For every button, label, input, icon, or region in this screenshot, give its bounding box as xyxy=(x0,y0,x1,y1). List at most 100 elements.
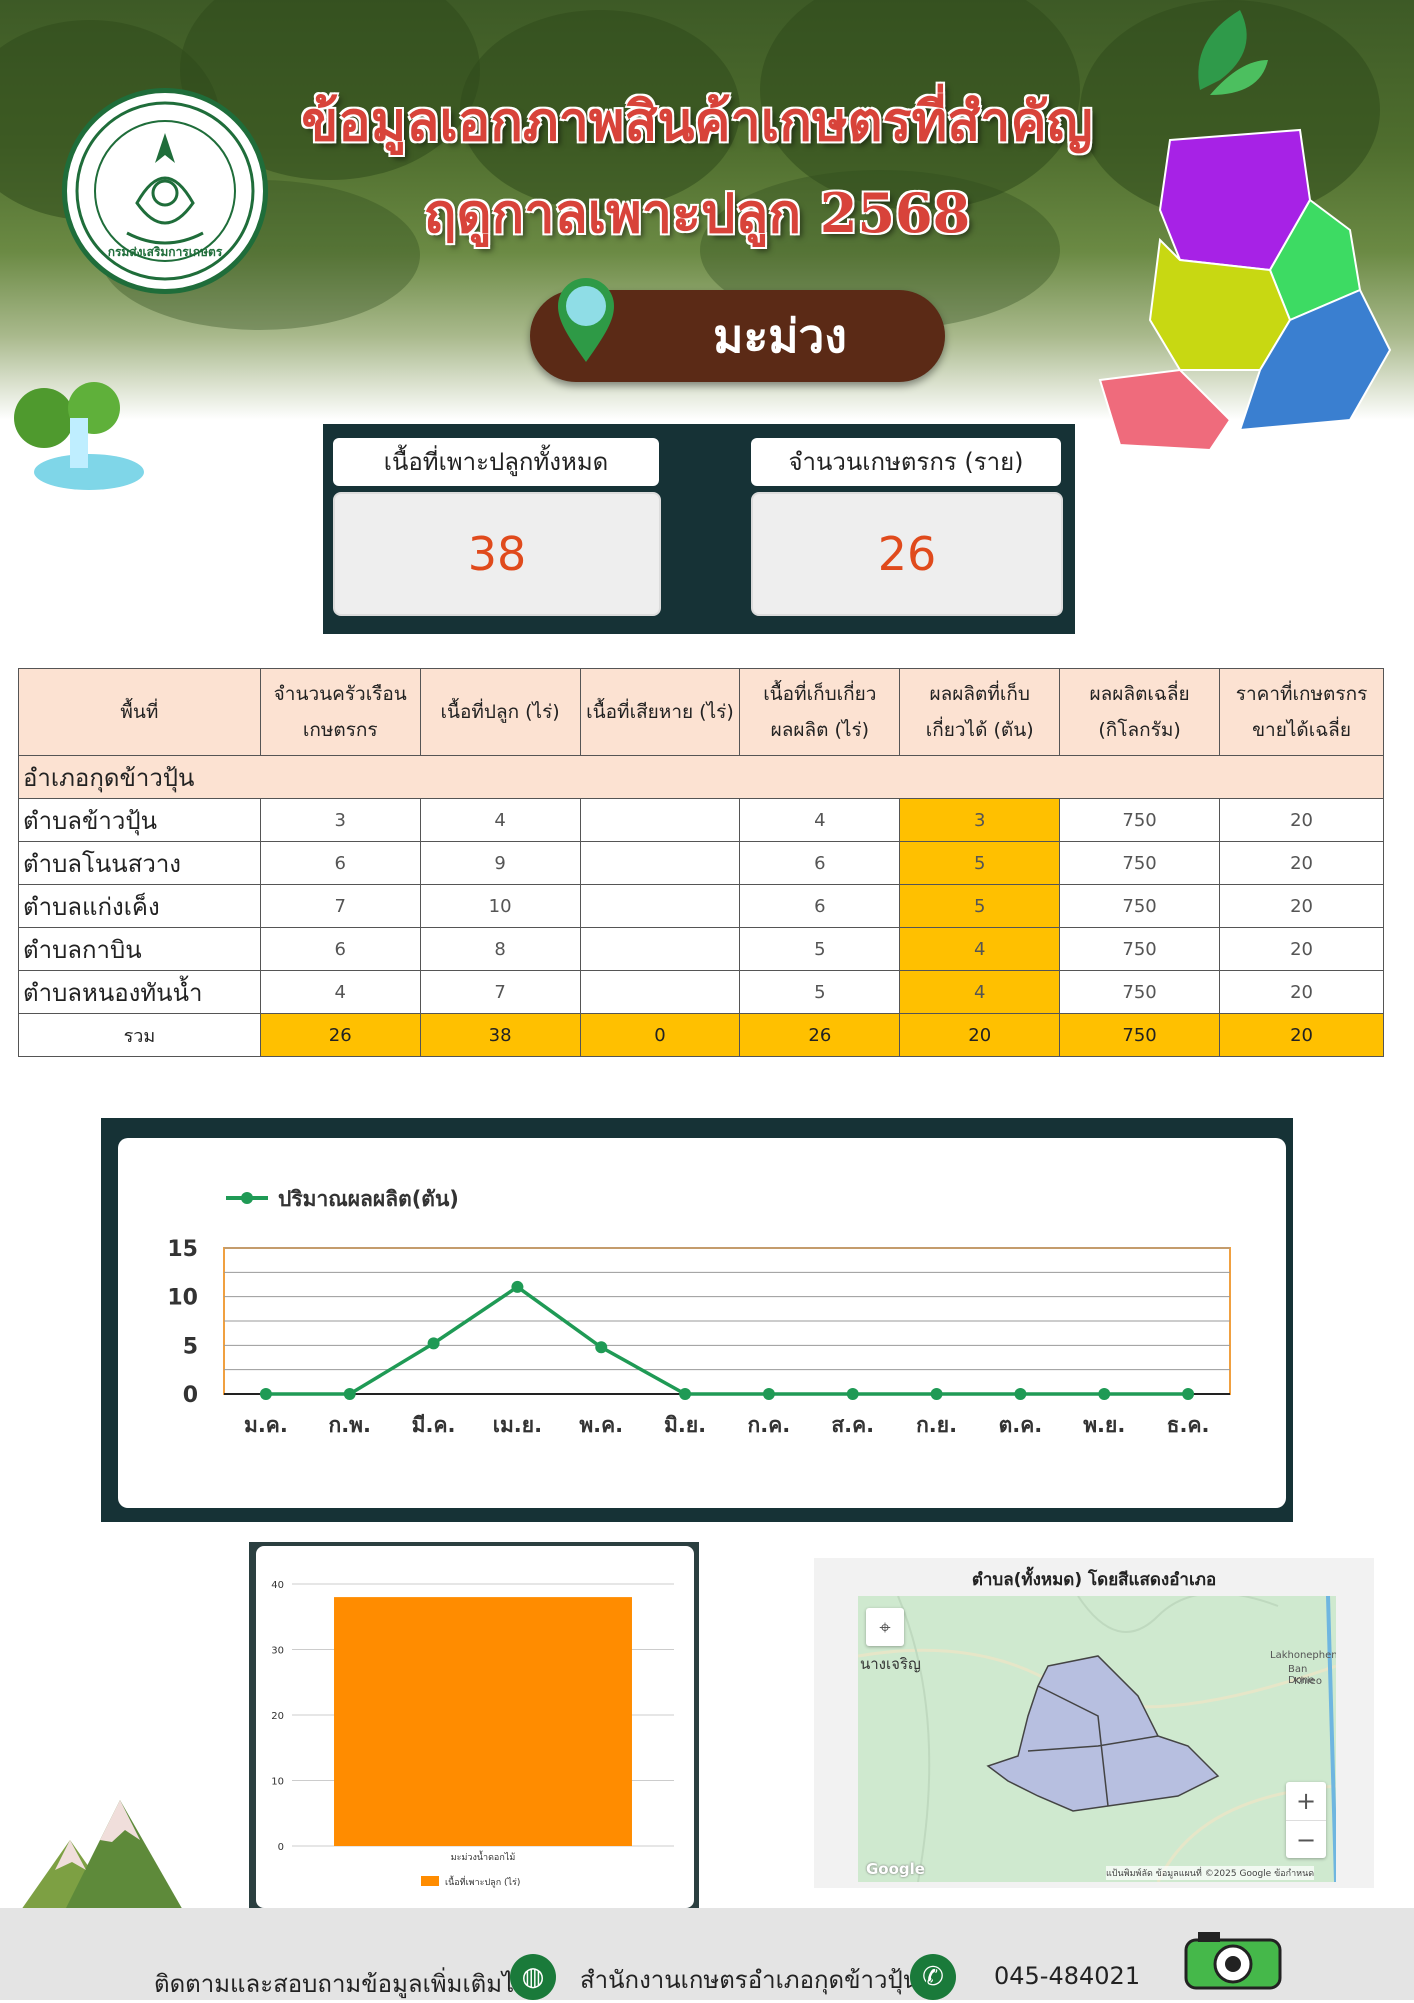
data-point xyxy=(679,1388,692,1400)
data-point xyxy=(511,1280,524,1293)
footer-phone[interactable]: 045-484021 xyxy=(994,1962,1141,1990)
table-row: ตำบลหนองทันน้ำ 4 7 5 4 750 20 xyxy=(18,970,1384,1014)
google-logo: Google xyxy=(866,1860,925,1878)
production-table: พื้นที่ จำนวนครัวเรือน เกษตรกร เนื้อที่ปล… xyxy=(18,668,1384,1057)
map-view[interactable]: ⌖ นางเจริญ Lakhonephen Ban Done Khieo + … xyxy=(858,1596,1336,1882)
cell-yield: 3 xyxy=(899,798,1061,842)
col-area: พื้นที่ xyxy=(18,668,261,756)
cell-yield: 4 xyxy=(899,927,1061,971)
total-label: รวม xyxy=(18,1013,261,1057)
data-point xyxy=(259,1388,272,1400)
cell-harvest-area: 4 xyxy=(739,798,901,842)
cell-price: 20 xyxy=(1219,884,1384,928)
col-households: จำนวนครัวเรือน เกษตรกร xyxy=(259,668,421,756)
data-point xyxy=(1098,1388,1111,1400)
series-line xyxy=(265,1284,1189,1396)
x-tick-label: ต.ค. xyxy=(999,1413,1043,1437)
legend-swatch xyxy=(421,1876,439,1886)
summary-panel: เนื้อที่เพาะปลูกทั้งหมด 38 จำนวนเกษตรกร … xyxy=(323,424,1075,634)
x-tick-label: ส.ค. xyxy=(831,1413,874,1437)
x-tick-label: มะม่วงน้ำดอกไม้ xyxy=(451,1850,516,1863)
table-header-row: พื้นที่ จำนวนครัวเรือน เกษตรกร เนื้อที่ปล… xyxy=(18,668,1384,756)
cell-planted: 7 xyxy=(419,970,581,1014)
footer-bar xyxy=(0,1908,1414,2000)
map-place-label: Ban Done xyxy=(1288,1664,1315,1686)
total-harvest-area: 26 xyxy=(739,1013,901,1057)
cell-damaged xyxy=(579,927,741,971)
total-planted: 38 xyxy=(419,1013,581,1057)
cell-planted: 8 xyxy=(419,927,581,971)
cell-harvest-area: 6 xyxy=(739,841,901,885)
data-point xyxy=(762,1388,775,1400)
cell-yield: 4 xyxy=(899,970,1061,1014)
zoom-out-button[interactable]: − xyxy=(1286,1820,1326,1859)
x-tick-label: มิ.ย. xyxy=(664,1413,706,1437)
cell-avg-yield: 750 xyxy=(1059,970,1221,1014)
total-price: 20 xyxy=(1219,1013,1384,1057)
x-tick-label: พ.ค. xyxy=(579,1413,623,1437)
page-title: ข้อมูลเอกภาพสินค้าเกษตรที่สำคัญ xyxy=(301,89,1093,153)
data-point xyxy=(595,1341,608,1354)
col-harvest-area: เนื้อที่เก็บเกี่ยว ผลผลิต (ไร่) xyxy=(739,668,901,756)
total-households: 26 xyxy=(259,1013,421,1057)
row-name: ตำบลโนนสวาง xyxy=(18,841,261,885)
total-area-value: 38 xyxy=(333,492,661,616)
cell-avg-yield: 750 xyxy=(1059,798,1221,842)
cell-price: 20 xyxy=(1219,798,1384,842)
cell-planted: 9 xyxy=(419,841,581,885)
seal-text: กรมส่งเสริมการเกษตร xyxy=(107,245,223,259)
x-tick-label: ธ.ค. xyxy=(1167,1413,1210,1437)
map-attribution[interactable]: แป้นพิมพ์ลัด ข้อมูลแผนที่ ©2025 Google ข… xyxy=(1106,1866,1315,1880)
zoom-controls: + − xyxy=(1286,1782,1326,1858)
x-tick-label: มี.ค. xyxy=(412,1413,456,1437)
page-subtitle: ฤดูกาลเพาะปลูก 2568 xyxy=(423,181,971,245)
waterfall-decoration-icon xyxy=(14,382,144,490)
cell-avg-yield: 750 xyxy=(1059,927,1221,971)
row-name: ตำบลหนองทันน้ำ xyxy=(18,970,261,1014)
zoom-in-button[interactable]: + xyxy=(1295,1787,1317,1815)
district-name: อำเภอกุดข้าวปุ้น xyxy=(18,755,1384,799)
x-tick-label: ก.พ. xyxy=(328,1413,371,1437)
data-point xyxy=(427,1337,440,1350)
cell-price: 20 xyxy=(1219,841,1384,885)
location-pin-icon xyxy=(558,278,614,362)
col-yield: ผลผลิตที่เก็บ เกี่ยวได้ (ตัน) xyxy=(899,668,1061,756)
cell-planted: 4 xyxy=(419,798,581,842)
cell-price: 20 xyxy=(1219,927,1384,971)
y-tick-label: 20 xyxy=(271,1711,284,1722)
crop-name: มะม่วง xyxy=(713,309,847,363)
farmers-count-label: จำนวนเกษตรกร (ราย) xyxy=(751,438,1061,486)
bar-chart-card: 0 10 20 30 40 มะม่วงน้ำดอกไม้ เนื้อที่เพาะปล… xyxy=(256,1546,694,1908)
cell-harvest-area: 5 xyxy=(739,970,901,1014)
total-damaged: 0 xyxy=(579,1013,741,1057)
x-tick-label: พ.ย. xyxy=(1083,1413,1125,1437)
total-yield: 20 xyxy=(899,1013,1061,1057)
cell-planted: 10 xyxy=(419,884,581,928)
x-tick-label: ม.ค. xyxy=(244,1413,288,1437)
cell-harvest-area: 5 xyxy=(739,927,901,971)
bar-chart-legend: เนื้อที่เพาะปลูก (ไร่) xyxy=(421,1875,520,1888)
y-tick-label: 10 xyxy=(167,1286,198,1311)
camera-icon xyxy=(1184,1932,1282,1990)
footer-office[interactable]: สำนักงานเกษตรอำเภอกุดข้าวปุ้น xyxy=(580,1966,920,1994)
legend-label: ปริมาณผลผลิต(ตัน) xyxy=(278,1187,459,1211)
cell-households: 6 xyxy=(259,927,421,971)
y-tick-label: 0 xyxy=(278,1842,284,1853)
line-chart-legend: ปริมาณผลผลิต(ตัน) xyxy=(226,1187,459,1211)
data-point xyxy=(846,1388,859,1400)
foliage-shape xyxy=(760,0,1080,210)
col-planted: เนื้อที่ปลูก (ไร่) xyxy=(419,668,581,756)
total-area-label: เนื้อที่เพาะปลูกทั้งหมด xyxy=(333,438,659,486)
row-name: ตำบลกาบิน xyxy=(18,927,261,971)
x-tick-label: ก.ย. xyxy=(916,1413,957,1437)
district-map-illustration xyxy=(1098,128,1392,452)
table-row: ตำบลโนนสวาง 6 9 6 5 750 20 xyxy=(18,841,1384,885)
leaf-icon xyxy=(1198,10,1268,95)
locate-icon[interactable]: ⌖ xyxy=(866,1608,904,1646)
footer-follow-text: ติดตามและสอบถามข้อมูลเพิ่มเติมได้ที่ xyxy=(154,1970,546,1998)
legend-label: เนื้อที่เพาะปลูก (ไร่) xyxy=(445,1875,520,1888)
map-place-label: Lakhonephen xyxy=(1270,1650,1336,1661)
monthly-yield-line-chart: ปริมาณผลผลิต(ตัน) 0 5 10 15 ม.ค. ก.พ. มี.ค. เม… xyxy=(167,1187,1231,1437)
y-tick-label: 15 xyxy=(167,1237,198,1262)
globe-icon: ◍ xyxy=(510,1954,556,2000)
